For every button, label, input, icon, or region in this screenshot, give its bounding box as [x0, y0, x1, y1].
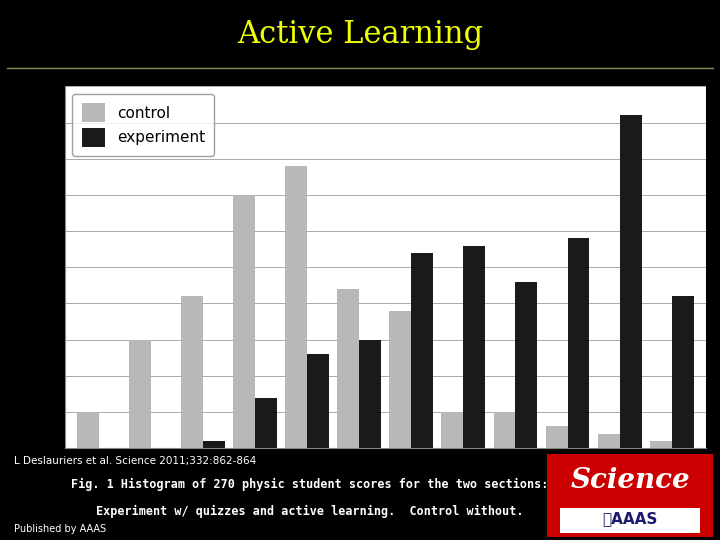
Bar — [233, 195, 255, 448]
Bar — [203, 441, 225, 448]
Bar — [598, 434, 620, 448]
Text: Published by AAAS: Published by AAAS — [14, 524, 107, 534]
Bar — [390, 310, 411, 448]
Bar — [620, 116, 642, 448]
Text: Experiment w/ quizzes and active learning.  Control without.: Experiment w/ quizzes and active learnin… — [96, 505, 523, 518]
Bar — [464, 246, 485, 448]
Bar — [181, 296, 203, 448]
Bar — [516, 282, 537, 448]
Bar — [650, 441, 672, 448]
Bar — [129, 340, 150, 448]
Text: Fig. 1 Histogram of 270 physic student scores for the two sections:: Fig. 1 Histogram of 270 physic student s… — [71, 478, 549, 491]
Bar — [337, 289, 359, 448]
Bar — [307, 354, 329, 448]
Bar — [567, 238, 590, 448]
Bar — [359, 340, 381, 448]
Bar — [546, 427, 567, 448]
Text: Science: Science — [570, 467, 690, 494]
X-axis label: Score on test: Score on test — [318, 477, 452, 496]
Text: Active Learning: Active Learning — [237, 19, 483, 50]
Bar — [255, 397, 276, 448]
Bar — [494, 412, 516, 448]
Y-axis label: Number of students: Number of students — [14, 174, 32, 361]
Text: ⓃAAAS: ⓃAAAS — [603, 511, 657, 526]
Bar — [77, 412, 99, 448]
Text: L Deslauriers et al. Science 2011;332:862-864: L Deslauriers et al. Science 2011;332:86… — [14, 456, 256, 467]
Bar — [441, 412, 464, 448]
FancyBboxPatch shape — [560, 508, 700, 533]
Bar — [285, 166, 307, 448]
Legend: control, experiment: control, experiment — [73, 94, 214, 156]
Bar — [672, 296, 693, 448]
Bar — [411, 253, 433, 448]
